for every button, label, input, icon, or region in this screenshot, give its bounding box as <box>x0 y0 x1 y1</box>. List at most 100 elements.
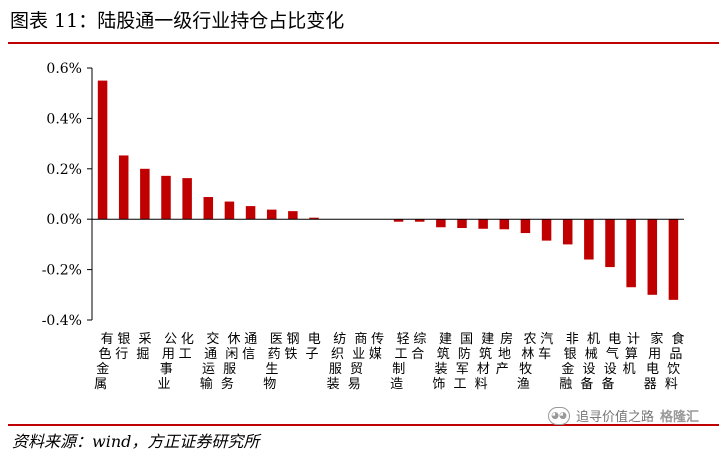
bar <box>203 197 214 220</box>
watermark-text: 追寻价值之路 <box>576 410 655 425</box>
bar <box>584 219 594 260</box>
svg-text:银: 银 <box>117 332 130 347</box>
svg-text:业: 业 <box>352 347 365 362</box>
bar <box>499 219 510 230</box>
svg-text:药: 药 <box>268 347 281 362</box>
svg-text:建: 建 <box>439 332 452 347</box>
svg-text:服: 服 <box>329 362 342 377</box>
footer-rule <box>8 424 719 426</box>
y-tick-label: 0.2% <box>46 162 82 178</box>
svg-text:行: 行 <box>115 347 128 362</box>
svg-text:林: 林 <box>521 347 534 362</box>
svg-text:器: 器 <box>644 377 657 392</box>
svg-text:电: 电 <box>646 362 659 377</box>
x-tick-label: 采掘 <box>136 332 151 362</box>
svg-text:牧: 牧 <box>519 362 532 377</box>
source-note: 资料来源：wind，方正证券研究所 <box>12 432 260 451</box>
svg-text:料: 料 <box>475 377 488 392</box>
x-tick-label: 银行 <box>115 332 130 362</box>
svg-text:媒: 媒 <box>369 347 382 362</box>
svg-text:色: 色 <box>98 346 111 362</box>
svg-text:建: 建 <box>481 332 494 347</box>
x-tick-label: 计算机 <box>623 332 640 377</box>
svg-text:传: 传 <box>371 332 384 347</box>
svg-text:品: 品 <box>669 347 682 362</box>
x-tick-label: 房地产 <box>496 331 513 377</box>
svg-text:制: 制 <box>392 362 405 377</box>
svg-text:公: 公 <box>164 332 177 347</box>
y-tick-label: -0.2% <box>42 263 82 279</box>
bar <box>520 219 531 234</box>
bar <box>161 175 171 220</box>
svg-text:闲: 闲 <box>225 347 238 362</box>
watermark: ◕◕ 追寻价值之路 格隆汇 <box>548 406 699 425</box>
svg-text:掘: 掘 <box>136 347 149 362</box>
x-tick-label: 传媒 <box>369 332 384 362</box>
svg-text:属: 属 <box>94 377 107 392</box>
svg-text:金: 金 <box>96 361 109 377</box>
svg-text:生: 生 <box>265 362 278 377</box>
svg-text:筑: 筑 <box>479 346 492 362</box>
bar <box>541 219 552 241</box>
svg-text:产: 产 <box>496 362 509 377</box>
svg-text:设: 设 <box>583 362 596 377</box>
x-tick-label: 通信 <box>242 332 257 362</box>
bar <box>309 217 319 220</box>
svg-text:农: 农 <box>524 332 537 347</box>
svg-text:综: 综 <box>413 332 426 347</box>
title-rule <box>8 42 719 44</box>
svg-text:通: 通 <box>244 332 257 347</box>
svg-text:医: 医 <box>270 332 283 347</box>
svg-text:装: 装 <box>435 362 448 377</box>
svg-text:用: 用 <box>648 347 661 362</box>
bar <box>266 209 277 220</box>
svg-text:计: 计 <box>627 332 640 347</box>
svg-text:算: 算 <box>625 347 638 362</box>
svg-text:地: 地 <box>498 347 511 362</box>
svg-text:业: 业 <box>157 377 170 392</box>
svg-text:防: 防 <box>458 346 471 362</box>
svg-text:工: 工 <box>179 347 192 362</box>
bar <box>393 219 404 222</box>
svg-text:气: 气 <box>606 346 619 362</box>
svg-text:轻: 轻 <box>397 332 410 347</box>
svg-text:车: 车 <box>538 346 551 362</box>
svg-text:化: 化 <box>181 332 194 347</box>
bar <box>414 219 425 222</box>
svg-text:有: 有 <box>101 332 114 347</box>
svg-text:运: 运 <box>202 362 215 377</box>
svg-text:材: 材 <box>477 362 490 377</box>
bar <box>605 219 615 268</box>
watermark-brand: 格隆汇 <box>660 410 700 425</box>
svg-text:子: 子 <box>305 347 318 362</box>
svg-text:军: 军 <box>456 362 469 377</box>
svg-text:工: 工 <box>394 347 407 362</box>
bar-series <box>97 80 679 300</box>
x-tick-label: 综合 <box>411 332 426 362</box>
x-tick-label: 化工 <box>179 332 194 362</box>
svg-text:务: 务 <box>221 376 234 392</box>
svg-text:设: 设 <box>604 362 617 377</box>
svg-text:备: 备 <box>580 376 593 392</box>
y-axis: 0.6% 0.4% 0.2% 0.0% -0.2% -0.4% <box>42 61 93 329</box>
svg-text:电: 电 <box>308 332 321 347</box>
svg-text:非: 非 <box>566 332 579 347</box>
bar <box>478 219 488 229</box>
bar <box>224 201 235 220</box>
svg-text:输: 输 <box>200 376 213 392</box>
svg-text:物: 物 <box>263 377 276 392</box>
bar <box>647 219 658 295</box>
x-tick-label: 汽车 <box>538 332 553 362</box>
